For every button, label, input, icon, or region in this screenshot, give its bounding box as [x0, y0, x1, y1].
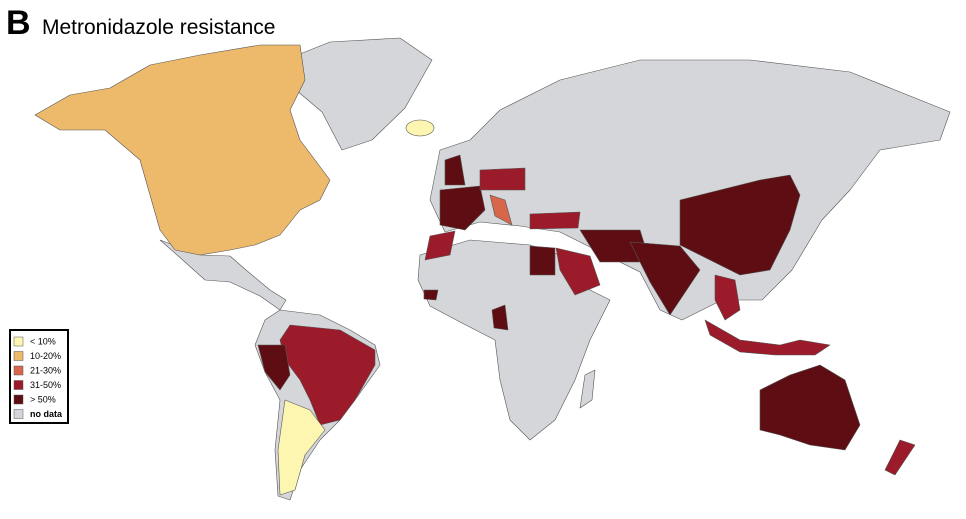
- legend-label: 31-50%: [30, 380, 61, 390]
- greenland: [279, 37, 433, 151]
- central-america: [159, 239, 287, 311]
- north-america: [34, 44, 331, 256]
- india: [629, 241, 701, 316]
- indonesia: [704, 319, 831, 356]
- iceland: [405, 119, 435, 137]
- southeast-asia: [714, 274, 741, 321]
- legend-swatch: [13, 394, 24, 405]
- new-zealand: [884, 439, 916, 476]
- legend-swatch: [13, 336, 24, 347]
- egypt: [529, 245, 556, 276]
- legend-swatch: [13, 365, 24, 376]
- saudi-arabia: [555, 247, 601, 296]
- uk: [444, 154, 466, 186]
- map-title: Metronidazole resistance: [42, 16, 275, 39]
- legend-label: 21-30%: [30, 365, 61, 375]
- legend-label: no data: [30, 409, 63, 419]
- china: [679, 174, 801, 276]
- eurasia: [429, 59, 951, 321]
- italy: [489, 194, 513, 226]
- legend-label: 10-20%: [30, 351, 61, 361]
- western-europe: [439, 185, 486, 231]
- madagascar: [579, 369, 596, 409]
- legend: < 10% 10-20% 21-30% 31-50% > 50% no data: [13, 336, 63, 419]
- cameroon: [491, 304, 509, 331]
- argentina: [277, 399, 326, 496]
- legend-swatch: [13, 409, 24, 419]
- peru: [257, 344, 291, 391]
- morocco: [424, 230, 456, 261]
- legend-label: < 10%: [30, 336, 56, 346]
- legend-swatch: [13, 351, 24, 361]
- turkey: [529, 211, 581, 230]
- panel-letter: B: [6, 4, 31, 42]
- legend-label: > 50%: [30, 394, 56, 404]
- australia: [759, 364, 861, 451]
- central-europe: [479, 167, 526, 191]
- world-map: [34, 37, 951, 501]
- legend-swatch: [13, 380, 24, 390]
- senegal: [423, 289, 439, 301]
